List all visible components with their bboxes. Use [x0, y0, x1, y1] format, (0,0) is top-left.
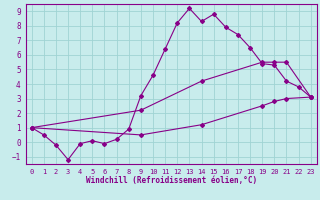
X-axis label: Windchill (Refroidissement éolien,°C): Windchill (Refroidissement éolien,°C): [86, 176, 257, 185]
